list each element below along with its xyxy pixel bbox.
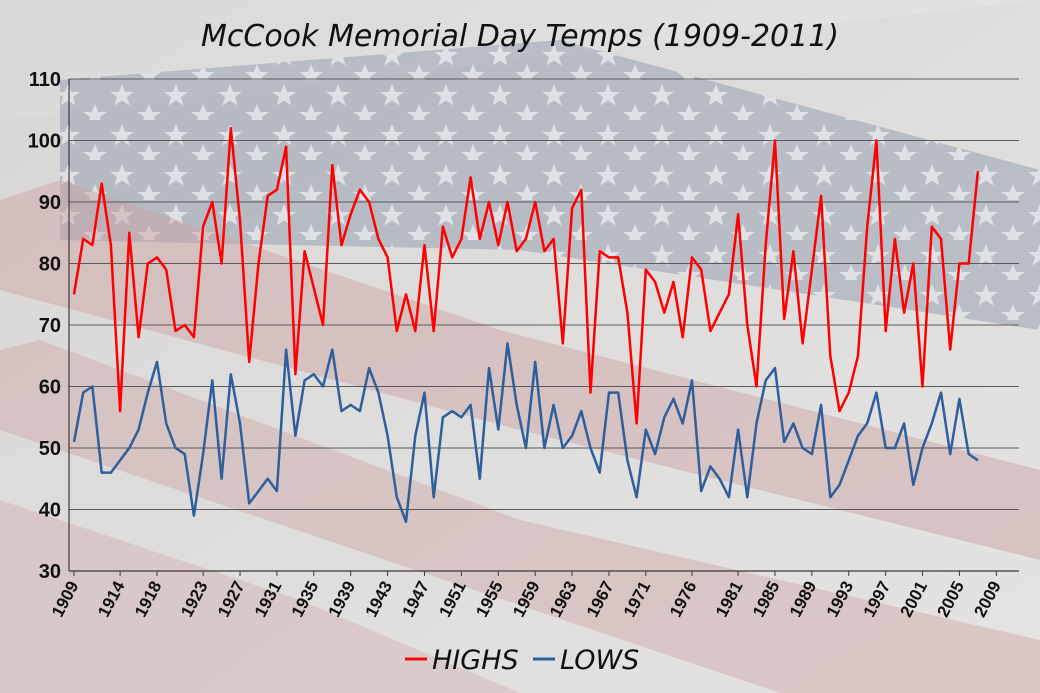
series-line-highs — [72, 126, 980, 425]
y-tick-label: 100 — [28, 131, 61, 153]
series-lines — [72, 126, 980, 524]
y-tick-label: 50 — [39, 438, 61, 460]
legend-label-highs: HIGHS — [432, 645, 519, 676]
y-tick-label: 80 — [39, 254, 61, 276]
axes — [68, 79, 1019, 572]
chart-title: McCook Memorial Day Temps (1909-2011) — [201, 19, 839, 54]
y-tick-label: 40 — [39, 500, 61, 522]
series-line-lows — [72, 342, 979, 524]
y-tick-label: 60 — [39, 377, 61, 399]
legend-label-lows: LOWS — [560, 645, 639, 676]
y-tick-label: 90 — [39, 192, 61, 214]
y-axis-ticks: 30 40 50 60 70 80 90 100 110 — [28, 69, 61, 583]
y-tick-label: 110 — [29, 69, 61, 91]
y-tick-label: 70 — [39, 315, 61, 337]
y-tick-label: 30 — [39, 561, 61, 583]
legend: HIGHS LOWS — [405, 645, 639, 676]
